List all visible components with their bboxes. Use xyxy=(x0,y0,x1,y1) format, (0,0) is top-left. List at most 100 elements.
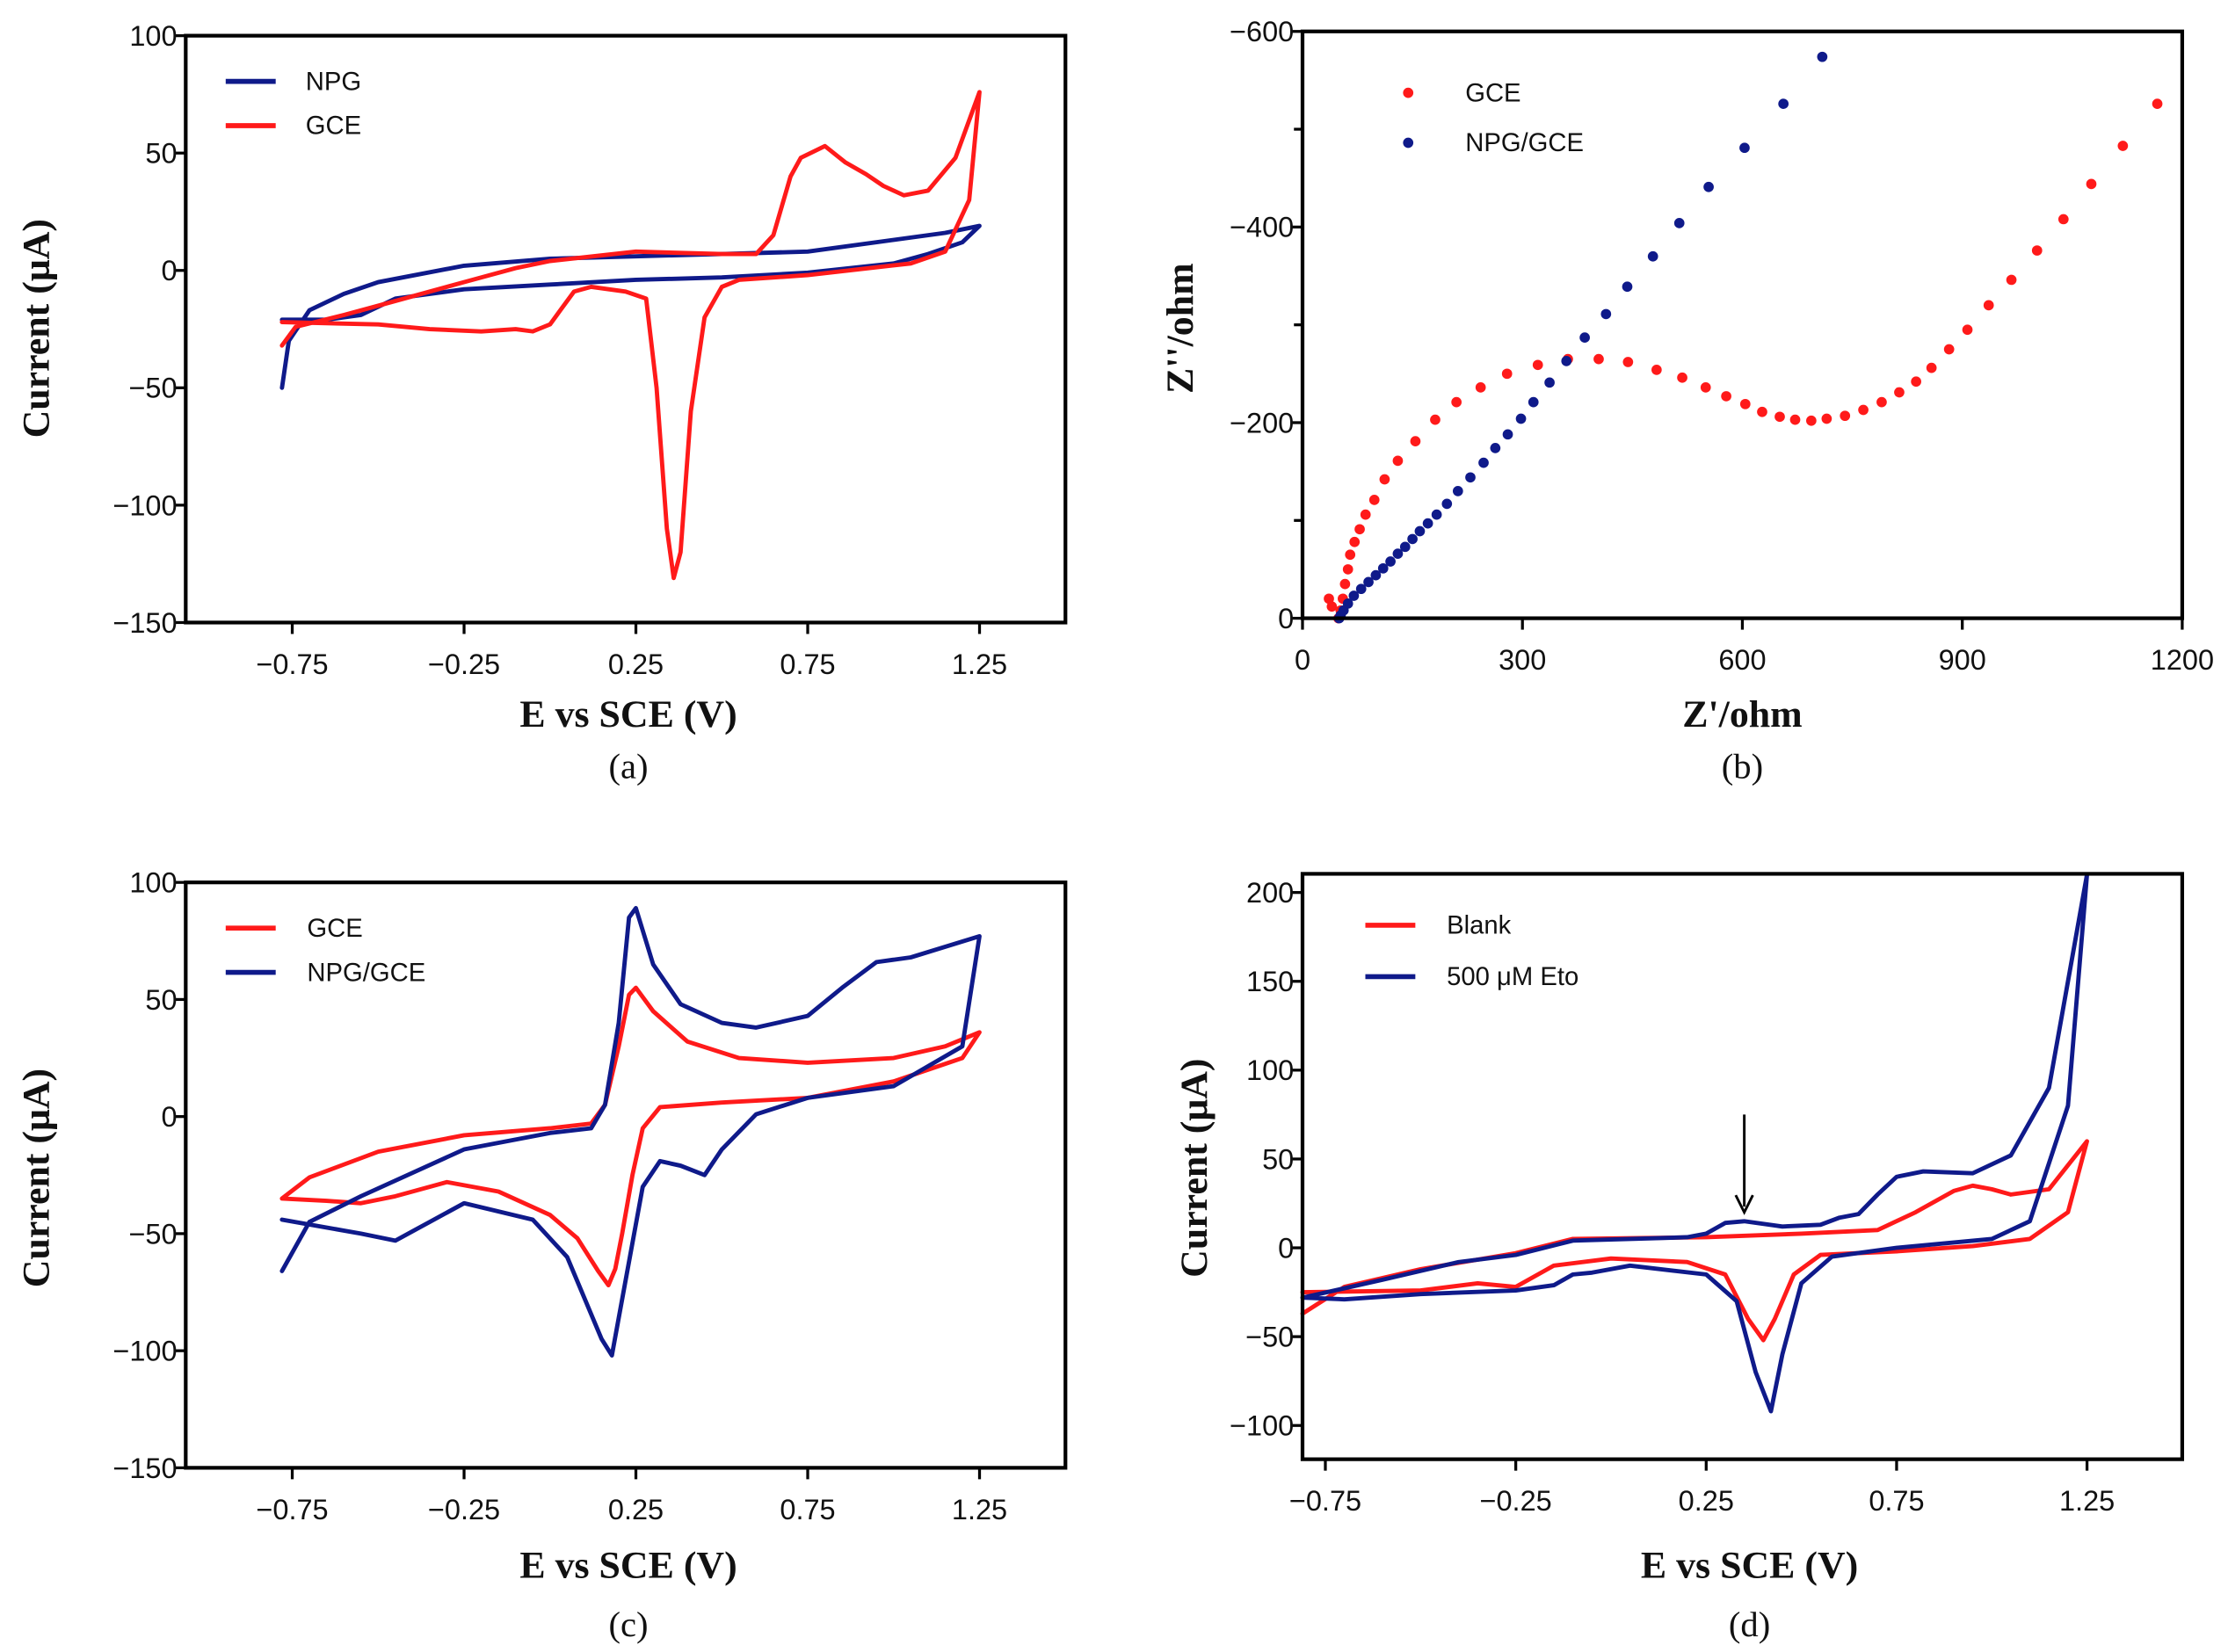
y-tick-label: 200 xyxy=(1246,877,1294,909)
data-point-gce xyxy=(1926,362,1937,373)
y-axis-title: Current (μA) xyxy=(1173,1058,1216,1277)
plot-frame xyxy=(184,33,1068,625)
data-point-npg-gce xyxy=(1673,218,1685,228)
y-tick-label: 0 xyxy=(161,1101,177,1133)
panel-caption: (d) xyxy=(1729,1605,1770,1644)
series-line-500-m-eto xyxy=(1300,872,2089,1414)
data-point-gce xyxy=(1339,578,1351,590)
plot-frame xyxy=(1300,29,2185,620)
y-tick-label: 50 xyxy=(145,138,177,170)
legend-marker xyxy=(1403,137,1414,149)
x-axis-title: Z'/ohm xyxy=(1682,693,1802,735)
data-point-npg-gce xyxy=(1544,377,1555,388)
panel-b: GCE NPG/GCE 0 300 600 900 1200 −600 −400 −200 0 Z'/… xyxy=(1159,16,2214,786)
y-tick-label: −50 xyxy=(128,1218,177,1250)
x-tick-label: −0.75 xyxy=(1289,1485,1361,1517)
plot-frame xyxy=(184,880,1068,1470)
data-point-gce xyxy=(1821,413,1832,424)
data-point-gce xyxy=(2006,274,2017,286)
x-tick-label: 0.75 xyxy=(1869,1485,1924,1517)
x-tick-label: 0.25 xyxy=(1679,1485,1734,1517)
y-tick-label: 0 xyxy=(1278,1232,1294,1264)
data-point-gce xyxy=(1700,382,1711,393)
panel-a: NPG GCE −0.75 −0.25 0.25 0.75 1.25 100 50 0 −50 −10… xyxy=(15,20,1068,786)
y-tick-label: −50 xyxy=(128,373,177,404)
legend-label: NPG xyxy=(306,68,361,96)
data-point-npg-gce xyxy=(1528,396,1539,408)
data-point-npg-gce xyxy=(1490,443,1501,453)
legend-marker xyxy=(1403,87,1414,98)
x-tick-label: 1.25 xyxy=(2059,1485,2115,1517)
data-point-gce xyxy=(1324,593,1334,605)
data-point-npg-gce xyxy=(1647,250,1658,262)
data-point-npg-gce xyxy=(1452,486,1463,496)
data-point-gce xyxy=(2057,214,2069,225)
data-point-npg-gce xyxy=(1377,562,1389,574)
panel-c: GCE NPG/GCE −0.75 −0.25 0.25 0.75 1.25 100 50 0 −5… xyxy=(15,867,1068,1644)
y-tick-label: 0 xyxy=(1278,603,1294,634)
y-tick-label: 100 xyxy=(129,20,177,52)
x-tick-label: −0.75 xyxy=(256,1494,328,1525)
data-point-gce xyxy=(2031,245,2043,256)
x-tick-label: 0 xyxy=(1295,644,1310,676)
x-axis-title: E vs SCE (V) xyxy=(519,1545,737,1587)
y-tick-label: −200 xyxy=(1230,407,1294,438)
series-line-npg-gce xyxy=(279,905,982,1358)
data-point-gce xyxy=(1721,391,1731,402)
data-point-gce xyxy=(1983,300,1994,311)
data-point-gce xyxy=(1532,359,1543,371)
data-point-npg-gce xyxy=(1370,569,1382,581)
data-point-gce xyxy=(1789,414,1801,425)
data-point-gce xyxy=(1451,396,1462,408)
panel-caption: (b) xyxy=(1722,747,1763,786)
y-tick-label: −600 xyxy=(1230,16,1294,47)
x-tick-label: 0.75 xyxy=(780,648,835,680)
data-point-npg-gce xyxy=(1355,583,1367,595)
data-point-gce xyxy=(1677,372,1687,383)
series-line-npg xyxy=(279,223,982,390)
legend-label: NPG/GCE xyxy=(307,959,425,987)
data-point-npg-gce xyxy=(1465,472,1476,483)
data-point-npg-gce xyxy=(1579,332,1590,343)
data-point-gce xyxy=(1342,564,1353,575)
panel-caption: (a) xyxy=(608,747,648,786)
data-point-npg-gce xyxy=(1703,181,1714,192)
data-point-npg-gce xyxy=(1817,51,1828,62)
y-tick-label: −150 xyxy=(112,1453,177,1484)
data-point-npg-gce xyxy=(1342,598,1353,609)
y-tick-label: 0 xyxy=(161,255,177,286)
data-point-gce xyxy=(1840,410,1851,422)
data-point-npg-gce xyxy=(1600,308,1612,320)
legend-label: GCE xyxy=(306,112,361,141)
x-tick-label: 600 xyxy=(1718,644,1766,676)
x-tick-label: 1200 xyxy=(2151,644,2214,676)
y-tick-label: −100 xyxy=(112,489,177,521)
data-point-gce xyxy=(1739,398,1751,409)
panel-d: Blank 500 μM Eto −0.75 −0.25 0.25 0.75 1.25 200… xyxy=(1173,872,2185,1644)
legend-label: 500 μM Eto xyxy=(1447,963,1578,991)
data-point-npg-gce xyxy=(1392,548,1404,559)
y-tick-label: 50 xyxy=(145,984,177,1016)
legend-label: GCE xyxy=(1465,79,1520,107)
data-point-npg-gce xyxy=(1431,509,1442,520)
data-point-npg-gce xyxy=(1778,98,1789,109)
series-line-gce xyxy=(279,90,982,581)
y-tick-label: 50 xyxy=(1262,1143,1294,1175)
data-point-gce xyxy=(1326,601,1338,612)
y-tick-label: −100 xyxy=(112,1336,177,1367)
data-point-npg-gce xyxy=(1561,355,1572,366)
legend-label: NPG/GCE xyxy=(1465,129,1584,157)
data-point-gce xyxy=(1943,344,1955,355)
y-tick-label: −150 xyxy=(112,607,177,639)
x-tick-label: 1.25 xyxy=(952,648,1007,680)
data-point-npg-gce xyxy=(1515,413,1527,424)
data-point-gce xyxy=(2117,141,2129,151)
data-point-npg-gce xyxy=(1399,541,1411,553)
data-point-gce xyxy=(1622,357,1634,367)
data-point-gce xyxy=(1354,524,1365,535)
data-point-npg-gce xyxy=(1348,591,1360,601)
data-point-gce xyxy=(1475,382,1486,393)
data-point-gce xyxy=(1349,536,1361,547)
data-point-npg-gce xyxy=(1422,518,1433,529)
